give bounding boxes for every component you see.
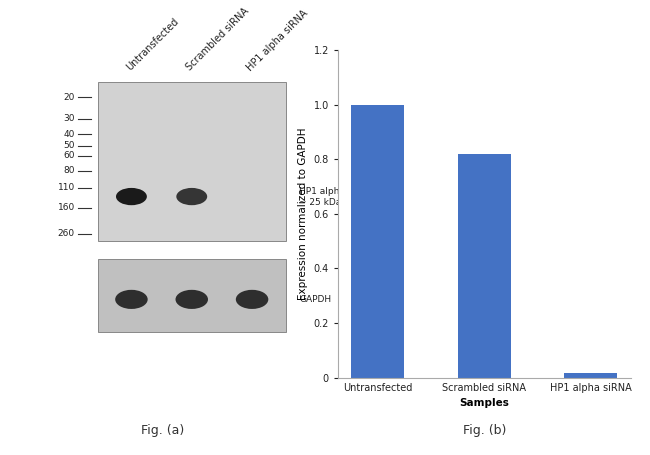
Text: HP1 alpha siRNA: HP1 alpha siRNA <box>245 8 310 73</box>
Text: 260: 260 <box>58 229 75 238</box>
Bar <box>98 259 286 332</box>
Text: 80: 80 <box>63 167 75 175</box>
Text: 40: 40 <box>64 130 75 138</box>
Text: Fig. (b): Fig. (b) <box>463 424 506 437</box>
Text: Untransfected: Untransfected <box>124 17 181 73</box>
Bar <box>458 154 511 378</box>
Bar <box>98 82 286 241</box>
Text: 110: 110 <box>57 183 75 192</box>
Text: Fig. (a): Fig. (a) <box>141 424 184 437</box>
X-axis label: Samples: Samples <box>460 398 509 408</box>
Y-axis label: Expression normalized to GAPDH: Expression normalized to GAPDH <box>298 127 308 300</box>
Bar <box>564 373 618 378</box>
Text: GAPDH: GAPDH <box>299 295 331 304</box>
Ellipse shape <box>115 290 148 309</box>
Text: 160: 160 <box>57 203 75 212</box>
Text: HP1 alpha
~ 25 kDa: HP1 alpha ~ 25 kDa <box>299 187 345 207</box>
Ellipse shape <box>236 290 268 309</box>
Text: Scrambled siRNA: Scrambled siRNA <box>185 6 251 73</box>
Text: 60: 60 <box>63 151 75 160</box>
Bar <box>351 105 404 378</box>
Ellipse shape <box>176 188 207 205</box>
Text: 50: 50 <box>63 142 75 151</box>
Ellipse shape <box>116 188 147 205</box>
Text: 30: 30 <box>63 114 75 123</box>
Ellipse shape <box>176 290 208 309</box>
Text: 20: 20 <box>64 93 75 102</box>
